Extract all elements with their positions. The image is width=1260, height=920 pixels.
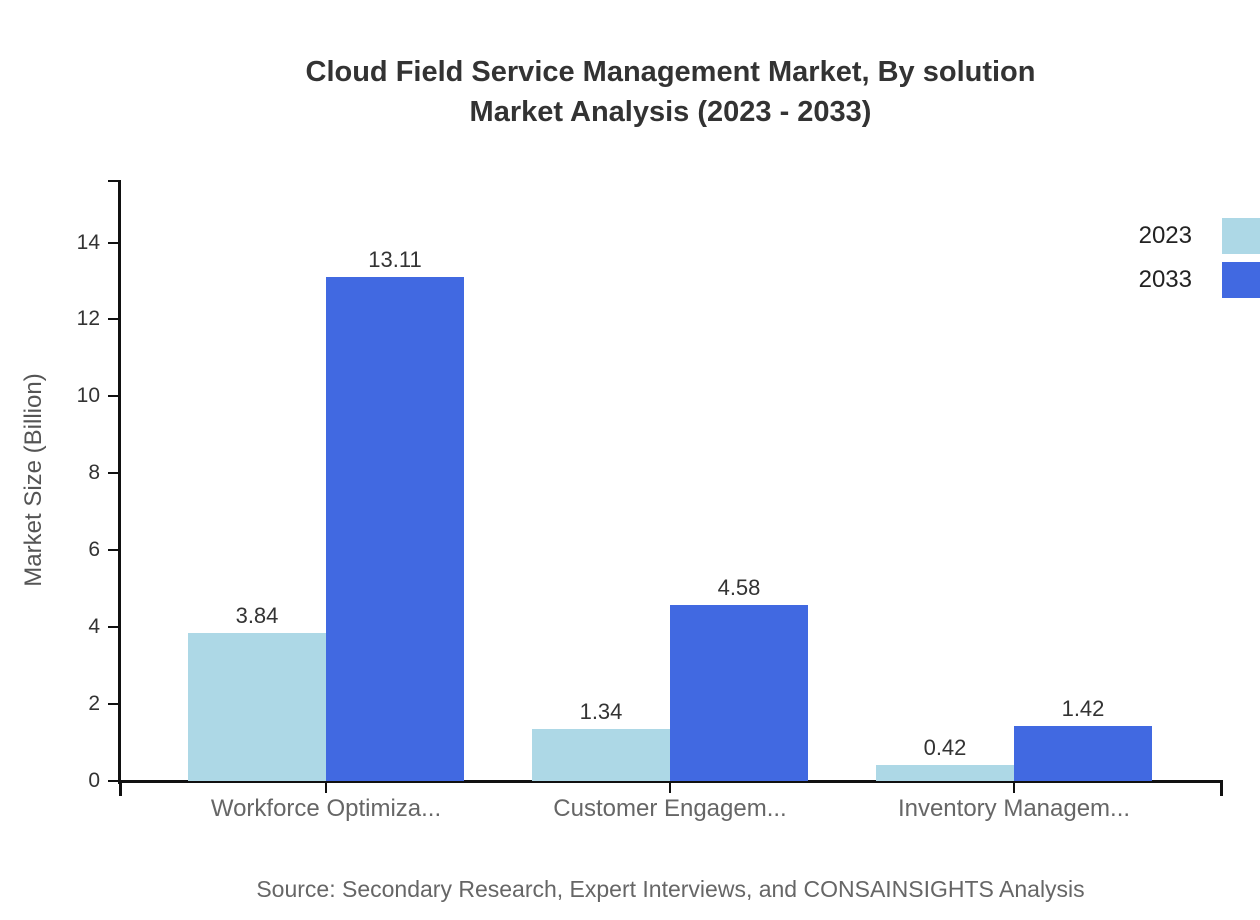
bar-2033-inventory-managem[interactable] [1014,726,1152,781]
bar-value-label-2023-inventory-managem: 0.42 [923,734,967,760]
y-tick-label-12: 12 [76,307,100,331]
source-note: Source: Secondary Research, Expert Inter… [256,876,1085,902]
y-axis-end-cap [108,180,118,182]
x-tick-inventory-managem [1013,781,1015,793]
bar-2023-inventory-managem[interactable] [876,764,1014,781]
legend-label-2033: 2033 [1138,266,1192,293]
x-axis-end-cap-right [1220,781,1223,796]
y-axis-line [118,180,121,784]
y-tick-label-10: 10 [76,384,100,408]
y-tick-6 [108,549,118,552]
x-axis-category-label-workforce-optimiza: Workforce Optimiza... [210,795,442,822]
y-tick-label-8: 8 [88,461,100,485]
y-tick-10 [108,395,118,398]
x-axis-category-label-inventory-managem: Inventory Managem... [897,795,1131,822]
y-tick-label-0: 0 [88,769,100,792]
y-tick-4 [108,626,118,629]
legend-item-2023[interactable]: 2023 [1139,218,1260,254]
x-tick-customer-engagem [669,781,671,793]
y-tick-label-4: 4 [88,615,100,639]
bar-value-label-2023-customer-engagem: 1.34 [579,699,623,725]
legend-label-2023: 2023 [1138,222,1192,249]
y-tick-12 [108,318,118,321]
y-tick-label-14: 14 [76,230,100,254]
chart-title-line2: Market Analysis (2023 - 2033) [469,96,872,128]
bar-2033-customer-engagem[interactable] [670,604,808,781]
legend-swatch-2023 [1222,218,1260,254]
bar-value-label-2033-workforce-optimiza: 13.11 [368,246,422,272]
legend: 2023 2033 [1139,218,1260,298]
y-tick-2 [108,703,118,706]
bar-2023-customer-engagem[interactable] [532,729,670,781]
bar-2033-workforce-optimiza[interactable] [326,276,464,781]
y-tick-8 [108,472,118,475]
x-axis-category-label-customer-engagem: Customer Engagem... [553,795,787,822]
x-tick-workforce-optimiza [325,781,327,793]
chart-title-line1: Cloud Field Service Management Market, B… [305,56,1036,88]
legend-item-2033[interactable]: 2033 [1139,262,1260,298]
bar-2023-workforce-optimiza[interactable] [188,633,326,781]
legend-swatch-2033 [1222,262,1260,298]
bar-value-label-2023-workforce-optimiza: 3.84 [235,603,279,629]
y-tick-label-6: 6 [88,538,100,562]
bar-value-label-2033-customer-engagem: 4.58 [717,574,761,600]
chart-title: Cloud Field Service Management Market, B… [120,52,1221,132]
x-axis-end-cap-left [119,781,122,796]
y-tick-14 [108,241,118,244]
y-tick-0 [108,780,118,782]
bar-value-label-2033-inventory-managem: 1.42 [1061,696,1105,722]
y-tick-label-2: 2 [88,692,100,716]
